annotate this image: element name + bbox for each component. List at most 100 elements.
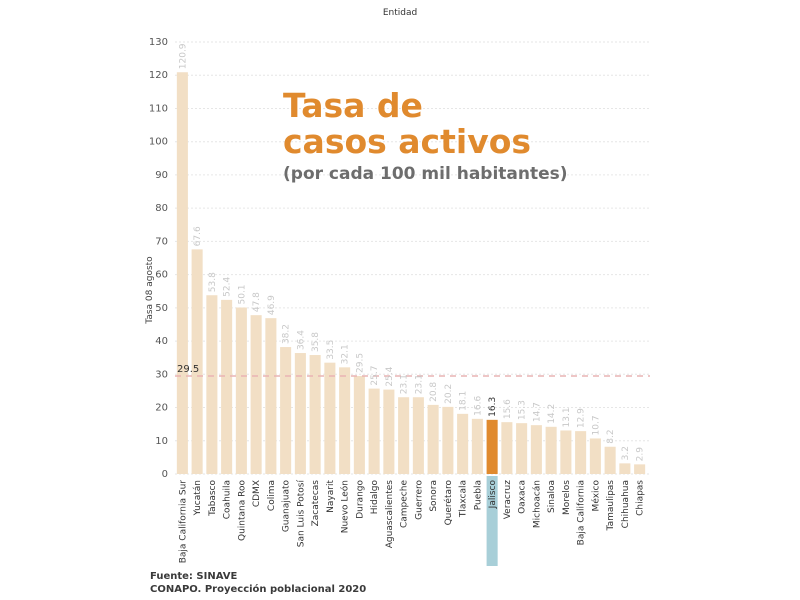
data-label: 23.1 (400, 374, 410, 394)
data-label: 25.4 (385, 366, 395, 386)
category-label: Michoacán (532, 480, 542, 528)
data-label: 29.5 (355, 353, 365, 373)
bar (604, 446, 616, 474)
data-label: 25.7 (370, 366, 380, 386)
data-label: 53.8 (208, 272, 218, 292)
data-label: 16.6 (473, 396, 483, 416)
category-label: Sinaloa (547, 480, 557, 513)
bar (324, 362, 336, 474)
bar (530, 425, 542, 474)
reference-line-group: 29.5 (175, 364, 650, 377)
data-label: 12.9 (577, 408, 587, 428)
data-label: 14.2 (547, 404, 557, 424)
y-tick-label: 30 (155, 369, 168, 380)
data-label: 3.2 (621, 446, 631, 460)
data-label: 67.6 (193, 226, 203, 246)
category-labels: Baja California Sur Yucatán Tabasco Coahuil… (178, 480, 645, 564)
y-tick-label: 0 (162, 469, 168, 480)
category-label: Quintana Roo (237, 480, 247, 541)
category-label: Morelos (562, 480, 572, 515)
grid-lines (175, 41, 650, 475)
data-label: 15.3 (518, 400, 528, 420)
bar (191, 249, 203, 474)
category-label: Durango (355, 480, 365, 519)
y-tick-label: 90 (155, 170, 168, 181)
bar (235, 307, 247, 474)
bar (619, 463, 631, 474)
y-tick-label: 40 (155, 336, 168, 347)
category-label: Campeche (400, 480, 410, 528)
bar (412, 397, 424, 474)
bar (368, 388, 380, 474)
chart-subheadline: (por cada 100 mil habitantes) (283, 164, 568, 184)
y-tick-label: 60 (155, 270, 168, 281)
bar (383, 389, 395, 474)
category-label: Puebla (473, 480, 483, 510)
y-tick-label: 20 (155, 403, 168, 414)
bar (280, 347, 292, 474)
category-label: San Luis Potosí (296, 480, 306, 548)
bar (353, 375, 365, 474)
category-label: Guerrero (414, 480, 424, 520)
source-note: Fuente: SINAVE CONAPO. Proyección poblac… (150, 570, 366, 596)
data-label: 32.1 (341, 344, 351, 364)
y-tick-label: 120 (149, 70, 168, 81)
category-label: Zacatecas (311, 480, 321, 527)
category-label: Querétaro (443, 480, 454, 526)
data-label: 14.7 (532, 402, 542, 422)
data-label: 36.4 (296, 330, 306, 350)
bar (176, 72, 188, 475)
category-label: Nayarit (326, 480, 336, 513)
y-tick-label: 10 (155, 436, 168, 447)
category-label: Hidalgo (370, 480, 380, 515)
data-label: 8.2 (606, 429, 616, 443)
y-tick-label: 100 (149, 137, 168, 148)
bar (501, 422, 513, 474)
bar (486, 419, 498, 474)
bar (516, 423, 528, 474)
data-label: 33.5 (326, 340, 336, 360)
category-label: Guanajuato (282, 480, 292, 533)
category-label: Tlaxcala (459, 480, 469, 518)
data-label: 2.9 (636, 447, 646, 462)
category-label: Jalisco (488, 480, 498, 510)
y-tick-label: 80 (155, 203, 168, 214)
data-label: 35.8 (311, 332, 321, 352)
bar (442, 406, 454, 474)
y-axis-label: Tasa 08 agosto (145, 256, 155, 325)
data-label: 50.1 (237, 284, 247, 304)
bar (457, 413, 469, 474)
bar (634, 464, 646, 474)
category-label: Veracruz (503, 480, 513, 520)
category-label: Chihuahua (621, 480, 631, 528)
data-label: 10.7 (591, 415, 601, 435)
data-label: 46.9 (267, 295, 277, 315)
value-labels: 120.9 67.6 53.8 52.4 50.1 47.8 46.9 38.2 36.4 35.… (178, 43, 645, 461)
y-tick-label: 50 (155, 303, 168, 314)
category-label: Yucatán (193, 480, 203, 516)
bar (575, 431, 587, 474)
data-label: 23.1 (414, 374, 424, 394)
data-label: 16.3 (488, 397, 498, 417)
category-label: CDMX (252, 480, 262, 507)
reference-line-label: 29.5 (177, 364, 199, 375)
category-label: Baja California (577, 480, 587, 545)
data-label: 47.8 (252, 292, 262, 312)
y-tick-label: 110 (149, 103, 168, 114)
category-label: Tamaulipas (606, 480, 616, 532)
bar (294, 353, 306, 474)
bar (560, 430, 572, 474)
category-label: Coahuila (223, 480, 233, 519)
category-label: Tabasco (208, 480, 218, 517)
bar (471, 418, 483, 474)
category-label: Aguascalientes (385, 480, 395, 549)
category-label: Nuevo León (340, 480, 351, 533)
data-label: 18.1 (459, 391, 469, 411)
category-label: Chiapas (636, 480, 646, 516)
y-tick-label: 70 (155, 236, 168, 247)
data-label: 20.2 (444, 384, 454, 404)
category-label: Colima (267, 480, 277, 511)
headline-line-1: Tasa de (283, 86, 423, 125)
data-label: 20.8 (429, 382, 439, 402)
